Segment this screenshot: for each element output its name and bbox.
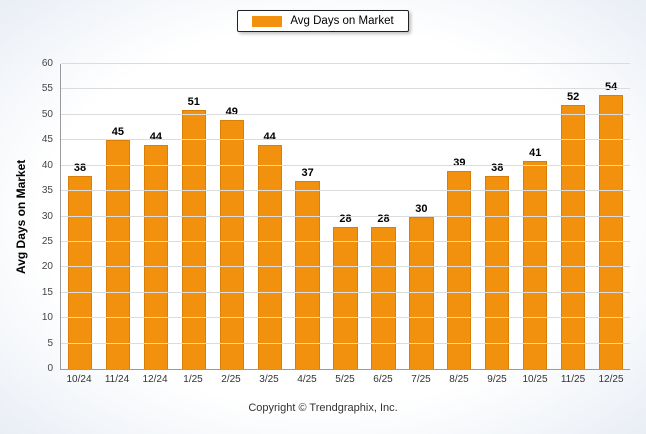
gridline: [61, 342, 630, 344]
y-tick-label: 55: [41, 83, 53, 95]
x-tick-label: 7/25: [411, 374, 431, 385]
bar: [257, 145, 282, 369]
bar: [143, 145, 168, 369]
gridline: [61, 88, 630, 90]
gridline: [61, 266, 630, 268]
y-tick-label: 30: [41, 210, 53, 222]
y-tick-label: 35: [41, 185, 53, 197]
bar: [409, 216, 434, 369]
plot-column: 38 45 44 51 49 44 37 28 28 30 39 38 41 52 54 10/24 11/2…: [60, 63, 630, 390]
bar: [371, 226, 396, 369]
bar: [181, 109, 206, 369]
gridline: [61, 215, 630, 217]
legend-label: Avg Days on Market: [290, 15, 394, 27]
y-tick-label: 45: [41, 134, 53, 146]
bar-column: 38: [61, 64, 99, 369]
bar-value-label: 38: [73, 161, 87, 174]
bar-column: 44: [251, 64, 289, 369]
bar-value-label: 45: [111, 126, 125, 139]
bar: [523, 160, 548, 369]
x-tick-label: 10/24: [66, 374, 92, 385]
x-tick-label: 10/25: [522, 374, 548, 385]
bar-column: 41: [516, 64, 554, 369]
bar: [67, 175, 93, 369]
y-tick-label: 60: [41, 58, 53, 69]
bar-value-label: 28: [339, 212, 352, 225]
x-axis-ticks: 10/24 11/24 12/24 1/25 2/25 3/25 4/25 5/25 6/25 7…: [60, 374, 630, 390]
y-axis-ticks: 0 5 10 15 20 25 30 35 40 45 50 55 60: [30, 59, 60, 374]
bar-column: 39: [440, 64, 478, 369]
gridline: [61, 240, 630, 242]
gridline: [61, 291, 630, 293]
gridline: [61, 113, 630, 115]
bar: [295, 180, 320, 369]
y-tick-label: 20: [41, 261, 53, 273]
y-axis-title: Avg Days on Market: [14, 159, 28, 274]
bar-value-label: 28: [377, 212, 390, 225]
bar-column: 44: [137, 64, 175, 369]
gridline: [61, 63, 630, 64]
bar-column: 49: [213, 64, 251, 369]
x-tick-label: 3/25: [259, 374, 279, 385]
bar-value-label: 44: [149, 131, 162, 144]
bar-value-label: 39: [453, 156, 466, 169]
y-tick-label: 0: [47, 363, 53, 374]
x-tick-label: 1/25: [183, 374, 203, 385]
y-tick-label: 50: [41, 108, 53, 120]
x-tick-label: 5/25: [335, 374, 355, 385]
y-tick-label: 5: [47, 337, 53, 349]
bar-column: 38: [478, 64, 516, 369]
chart-body: Avg Days on Market 0 5 10 15 20 25 30 35 40 45 50 5…: [0, 59, 646, 390]
bar-value-label: 54: [604, 80, 618, 93]
bar-column: 51: [175, 64, 213, 369]
x-tick-label: 11/25: [560, 374, 586, 385]
bar: [219, 119, 244, 369]
x-tick-label: 12/25: [598, 374, 624, 385]
gridline: [61, 139, 630, 141]
bar-value-label: 41: [529, 146, 542, 159]
y-tick-label: 40: [41, 159, 53, 171]
y-tick-label: 10: [41, 312, 53, 324]
bar-column: 37: [289, 64, 327, 369]
bar-column: 28: [365, 64, 403, 369]
bar-value-label: 52: [567, 90, 580, 103]
bar: [333, 226, 358, 369]
bar-value-label: 49: [225, 105, 238, 118]
bar-value-label: 38: [491, 161, 504, 174]
bar-value-label: 30: [415, 202, 428, 215]
bars-group: 38 45 44 51 49 44 37 28 28 30 39 38 41 52 54: [61, 64, 630, 369]
y-tick-label: 25: [41, 235, 53, 247]
plot-area: 38 45 44 51 49 44 37 28 28 30 39 38 41 52 54: [60, 63, 630, 370]
bar: [598, 94, 624, 369]
bar-column: 28: [327, 64, 365, 369]
bar-value-label: 51: [187, 95, 200, 108]
gridline: [61, 164, 630, 166]
x-tick-label: 11/24: [104, 374, 130, 385]
bar: [485, 175, 510, 369]
legend-swatch: [252, 15, 283, 27]
legend: Avg Days on Market: [237, 10, 409, 32]
x-tick-label: 12/24: [142, 374, 168, 385]
gridline: [61, 317, 630, 319]
x-tick-label: 8/25: [449, 374, 469, 385]
bar: [561, 104, 586, 369]
y-tick-label: 15: [41, 286, 53, 298]
bar: [447, 170, 472, 369]
bar-column: 30: [402, 64, 440, 369]
x-tick-label: 2/25: [221, 374, 241, 385]
x-tick-label: 6/25: [373, 374, 393, 385]
bar-column: 45: [99, 64, 137, 369]
bar: [105, 140, 131, 369]
bar-value-label: 37: [301, 166, 314, 179]
gridline: [61, 190, 630, 192]
copyright-text: Copyright © Trendgraphix, Inc.: [248, 402, 398, 414]
bar-column: 54: [592, 64, 630, 369]
bar-value-label: 44: [263, 131, 276, 144]
bar-column: 52: [554, 64, 592, 369]
x-tick-label: 4/25: [297, 374, 317, 385]
x-tick-label: 9/25: [487, 374, 507, 385]
